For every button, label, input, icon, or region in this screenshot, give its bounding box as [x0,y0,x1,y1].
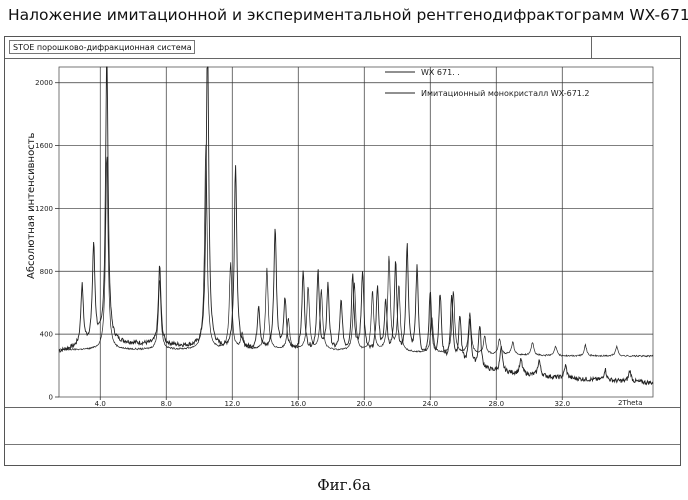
window-statusbar [5,407,680,463]
x-tick-label: 20.0 [356,400,372,407]
y-tick-label: 1600 [35,142,53,150]
figure-caption: Фиг.6а [317,476,371,494]
series-line-0 [58,66,654,386]
statusbar-divider [5,444,680,445]
y-axis-title: Абсолютная интенсивность [26,132,37,279]
series-line-1 [58,144,654,358]
legend-label-0: WX 671. . [421,68,460,77]
x-tick-label: 4.0 [95,400,106,407]
diffraction-window: STOE порошково-дифракционная система 0 40… [4,36,681,466]
y-tick-label: 0 [49,394,53,402]
y-tick-label: 400 [40,331,53,339]
y-tick-label: 800 [40,268,53,276]
titlebar-separator [591,37,592,59]
x-tick-label: 32.0 [554,400,570,407]
x-tick-label: 12.0 [224,400,240,407]
x-axis-unit-label: 2Theta [618,399,643,407]
window-title: STOE порошково-дифракционная система [9,40,195,54]
series-group [58,66,654,386]
x-tick-label: 16.0 [290,400,306,407]
x-ticks: 4.0 8.0 12.0 16.0 20.0 24.0 28.0 32.0 [95,397,570,407]
page-title: Наложение имитационной и экспериментальн… [8,6,688,24]
y-tick-label: 2000 [35,79,53,87]
legend-label-1: Имитационный монокристалл WX-671.2 [421,89,590,98]
y-ticks: 0 400 800 1200 1600 2000 [35,79,59,402]
x-tick-label: 8.0 [161,400,172,407]
plot-frame [58,66,654,398]
diffraction-chart: 0 400 800 1200 1600 2000 4.0 8.0 12.0 16.0 20.0 24… [26,66,654,407]
y-tick-label: 1200 [35,205,53,213]
grid [59,67,653,397]
x-tick-label: 24.0 [422,400,438,407]
x-tick-label: 28.0 [488,400,504,407]
legend: WX 671. . Имитационный монокристалл WX-6… [385,68,590,98]
window-titlebar: STOE порошково-дифракционная система [5,37,680,59]
